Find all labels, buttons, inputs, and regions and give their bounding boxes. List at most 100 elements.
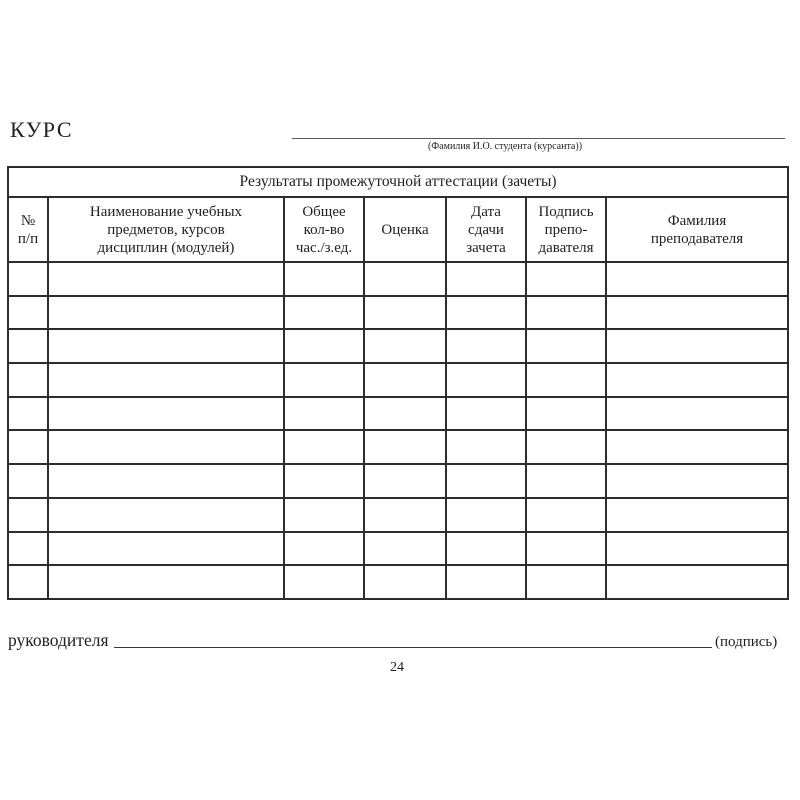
table-row bbox=[7, 362, 790, 398]
empty-cell bbox=[47, 530, 285, 567]
table-row bbox=[7, 496, 790, 533]
empty-cell bbox=[47, 463, 285, 499]
table-row bbox=[7, 294, 790, 331]
empty-cell bbox=[604, 294, 790, 331]
table-row bbox=[7, 530, 790, 567]
empty-cell bbox=[525, 564, 607, 600]
empty-cell bbox=[7, 530, 49, 567]
empty-cell bbox=[604, 496, 790, 533]
empty-cell bbox=[363, 564, 447, 600]
empty-cell bbox=[7, 463, 49, 499]
empty-cell bbox=[445, 463, 527, 499]
table-row bbox=[7, 261, 790, 297]
empty-cell bbox=[445, 294, 527, 331]
course-heading: КУРС bbox=[10, 117, 73, 142]
empty-cell bbox=[283, 294, 365, 331]
table-body bbox=[7, 261, 790, 600]
column-header-teacher-surname: Фамилия преподавателя bbox=[604, 196, 790, 263]
empty-cell bbox=[525, 362, 607, 398]
empty-cell bbox=[604, 463, 790, 499]
empty-cell bbox=[283, 429, 365, 466]
empty-cell bbox=[363, 429, 447, 466]
empty-cell bbox=[445, 261, 527, 297]
empty-cell bbox=[525, 395, 607, 432]
empty-cell bbox=[525, 294, 607, 331]
table-row bbox=[7, 328, 790, 365]
empty-cell bbox=[525, 463, 607, 499]
column-header-row-number: № п/п bbox=[7, 196, 49, 263]
empty-cell bbox=[7, 395, 49, 432]
empty-cell bbox=[445, 395, 527, 432]
empty-cell bbox=[7, 362, 49, 398]
empty-cell bbox=[7, 564, 49, 600]
empty-cell bbox=[283, 395, 365, 432]
empty-cell bbox=[525, 530, 607, 567]
table-row bbox=[7, 564, 790, 600]
empty-cell bbox=[363, 395, 447, 432]
empty-cell bbox=[604, 564, 790, 600]
empty-cell bbox=[525, 261, 607, 297]
column-header-teacher-signature: Подпись препо- давателя bbox=[525, 196, 607, 263]
empty-cell bbox=[283, 564, 365, 600]
column-header-subject-name: Наименование учебных предметов, курсов д… bbox=[47, 196, 285, 263]
student-name-caption: (Фамилия И.О. студента (курсанта)) bbox=[427, 141, 583, 152]
empty-cell bbox=[47, 362, 285, 398]
table-row bbox=[7, 429, 790, 466]
empty-cell bbox=[445, 362, 527, 398]
footer-label: руководителя bbox=[8, 630, 109, 650]
table-row bbox=[7, 395, 790, 432]
empty-cell bbox=[604, 362, 790, 398]
empty-cell bbox=[604, 395, 790, 432]
empty-cell bbox=[604, 530, 790, 567]
empty-cell bbox=[283, 496, 365, 533]
empty-cell bbox=[7, 429, 49, 466]
empty-cell bbox=[7, 261, 49, 297]
signature-blank-line bbox=[114, 630, 712, 648]
empty-cell bbox=[283, 328, 365, 365]
empty-cell bbox=[47, 328, 285, 365]
empty-cell bbox=[363, 463, 447, 499]
attestation-results-table: Результаты промежуточной аттестации (зач… bbox=[6, 166, 790, 600]
empty-cell bbox=[47, 564, 285, 600]
empty-cell bbox=[283, 261, 365, 297]
signature-caption: (подпись) bbox=[715, 634, 778, 650]
empty-cell bbox=[7, 294, 49, 331]
empty-cell bbox=[604, 429, 790, 466]
empty-cell bbox=[445, 328, 527, 365]
empty-cell bbox=[363, 496, 447, 533]
empty-cell bbox=[363, 328, 447, 365]
empty-cell bbox=[525, 328, 607, 365]
empty-cell bbox=[445, 429, 527, 466]
table-title-row: Результаты промежуточной аттестации (зач… bbox=[6, 166, 790, 198]
column-header-total-hours: Общее кол-во час./з.ед. bbox=[283, 196, 365, 263]
column-header-grade: Оценка bbox=[363, 196, 447, 263]
empty-cell bbox=[445, 496, 527, 533]
empty-cell bbox=[363, 362, 447, 398]
empty-cell bbox=[283, 362, 365, 398]
empty-cell bbox=[445, 564, 527, 600]
student-name-blank-line bbox=[292, 121, 785, 139]
empty-cell bbox=[363, 530, 447, 567]
empty-cell bbox=[525, 429, 607, 466]
empty-cell bbox=[604, 261, 790, 297]
table-header-row: № п/п Наименование учебных предметов, ку… bbox=[7, 196, 790, 263]
empty-cell bbox=[445, 530, 527, 567]
column-header-credit-date: Дата сдачи зачета bbox=[445, 196, 527, 263]
empty-cell bbox=[363, 261, 447, 297]
table-title: Результаты промежуточной аттестации (зач… bbox=[6, 166, 790, 198]
empty-cell bbox=[47, 395, 285, 432]
empty-cell bbox=[47, 496, 285, 533]
empty-cell bbox=[525, 496, 607, 533]
empty-cell bbox=[7, 328, 49, 365]
empty-cell bbox=[47, 429, 285, 466]
empty-cell bbox=[604, 328, 790, 365]
empty-cell bbox=[283, 463, 365, 499]
table-row bbox=[7, 463, 790, 499]
empty-cell bbox=[7, 496, 49, 533]
empty-cell bbox=[283, 530, 365, 567]
empty-cell bbox=[363, 294, 447, 331]
empty-cell bbox=[47, 261, 285, 297]
page-number: 24 bbox=[390, 660, 404, 675]
empty-cell bbox=[47, 294, 285, 331]
